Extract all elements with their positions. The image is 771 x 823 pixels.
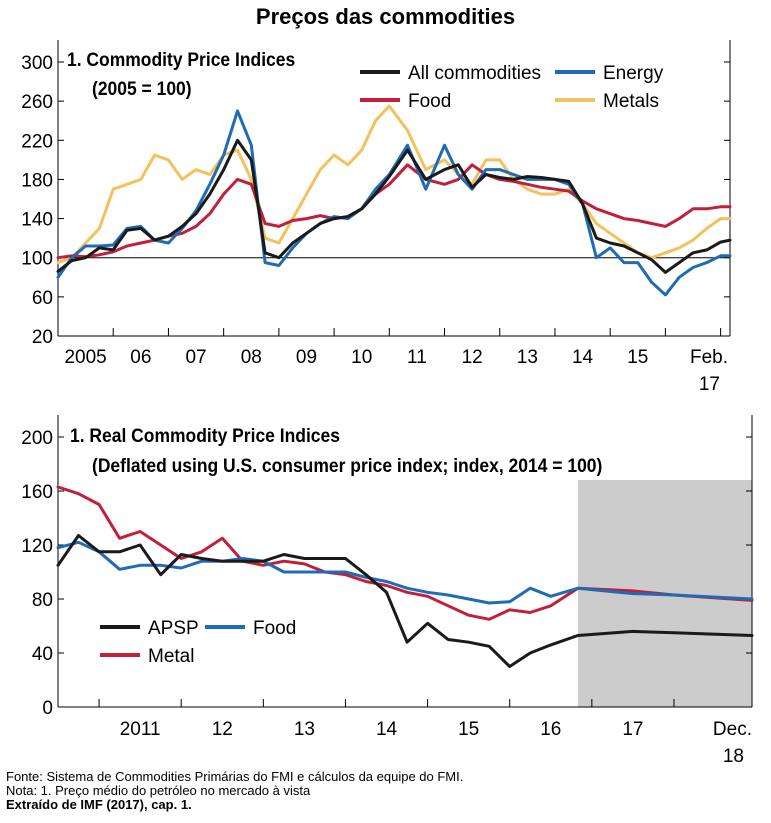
x-tick-label: 14: [572, 347, 594, 368]
legend-entry: All commodities: [360, 63, 541, 84]
y-tick-label: 80: [32, 590, 53, 611]
x-tick-label: 10: [351, 347, 372, 368]
y-tick-label: 200: [21, 428, 53, 449]
chart-title: 1. Commodity Price Indices: [67, 48, 295, 70]
legend-label: Food: [253, 618, 296, 639]
legend-label: Metals: [603, 91, 659, 112]
x-end-label-month: Feb.: [690, 347, 728, 368]
y-tick-label: 220: [21, 131, 53, 152]
x-tick-label: 15: [458, 719, 479, 740]
y-tick-label: 180: [21, 170, 53, 191]
y-tick-label: 260: [21, 92, 53, 113]
series-note: Nota: 1. Preço médio do petróleo no merc…: [6, 783, 311, 798]
legend-entry: Metal: [100, 646, 194, 667]
x-end-label-year: 18: [723, 746, 744, 767]
legend-entry: Food: [360, 91, 451, 112]
legend-label: APSP: [148, 618, 199, 639]
series-line-metal: [56, 485, 754, 621]
series-line-apsp: [56, 534, 754, 668]
x-tick-label: 2005: [64, 347, 106, 368]
footnotes: Fonte: Sistema de Commodities Primárias …: [6, 770, 463, 812]
x-tick-label: 06: [130, 347, 151, 368]
chart-1: 20 60 100 140 180 220 260 300 2005 06 07 08 09 10 11 12…: [21, 40, 732, 395]
x-end-label-year: 17: [699, 374, 720, 395]
x-tick-label: 11: [407, 347, 427, 368]
x-tick-label: 08: [241, 347, 262, 368]
x-end-label-month: Dec.: [713, 719, 752, 740]
y-tick-label: 300: [21, 53, 53, 74]
y-tick-label: 0: [42, 698, 53, 719]
y-tick-label: 100: [21, 249, 53, 270]
x-tick-label: 09: [296, 347, 317, 368]
x-tick-label: 17: [622, 719, 643, 740]
y-tick-label: 20: [32, 327, 53, 348]
legend-label: All commodities: [408, 63, 541, 84]
chart-subtitle: (2005 = 100): [92, 77, 192, 99]
page-title: Preços das commodities: [255, 4, 516, 29]
x-tick-label: 12: [212, 719, 233, 740]
x-tick-label: 14: [376, 719, 398, 740]
chart-title: 1. Real Commodity Price Indices: [70, 424, 340, 446]
x-tick-label: 07: [185, 347, 206, 368]
y-tick-label: 120: [21, 536, 53, 557]
y-tick-label: 140: [21, 210, 53, 231]
series-line-metals: [56, 104, 732, 265]
legend-entry: Metals: [555, 91, 659, 112]
legend-label: Energy: [603, 63, 664, 84]
x-tick-label: 16: [540, 719, 561, 740]
x-tick-label: 2011: [120, 719, 161, 740]
y-tick-label: 160: [21, 482, 53, 503]
legend-label: Food: [408, 91, 451, 112]
legend-entry: APSP: [100, 618, 199, 639]
y-tick-label: 60: [32, 288, 53, 309]
chart-subtitle: (Deflated using U.S. consumer price inde…: [92, 454, 602, 476]
citation-note: Extraído de IMF (2017), cap. 1.: [6, 797, 192, 812]
source-note: Fonte: Sistema de Commodities Primárias …: [6, 769, 464, 784]
legend-entry: Energy: [555, 63, 664, 84]
chart-2: 0 40 80 120 160 200 2011 12 13 14 15 16 17 Dec. 18 1. R…: [21, 415, 754, 767]
legend-label: Metal: [148, 646, 194, 667]
x-tick-label: 13: [517, 347, 538, 368]
x-tick-label: 12: [462, 347, 483, 368]
x-tick-label: 15: [627, 347, 648, 368]
series-line-food: [56, 163, 732, 260]
legend-entry: Food: [205, 618, 296, 639]
series-line-all-commodities: [56, 138, 732, 274]
x-tick-label: 13: [294, 719, 315, 740]
y-tick-label: 40: [32, 644, 53, 665]
series-line-energy: [56, 109, 732, 297]
